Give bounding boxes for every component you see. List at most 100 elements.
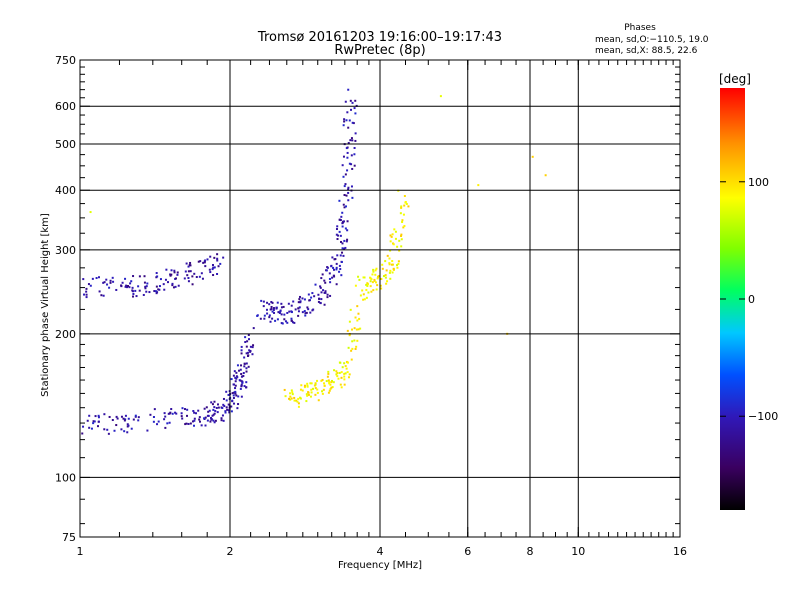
data-point [344, 100, 347, 103]
data-point [335, 268, 338, 271]
data-point [391, 233, 394, 236]
data-point [143, 281, 146, 284]
data-point [276, 318, 279, 321]
data-point [341, 242, 344, 245]
data-point [309, 382, 312, 385]
data-point [370, 290, 373, 293]
data-point [283, 318, 286, 321]
data-point [342, 254, 345, 257]
data-point [164, 426, 167, 429]
data-point [388, 271, 391, 274]
data-point [279, 310, 282, 313]
data-point [345, 147, 348, 150]
data-point [374, 281, 377, 284]
data-point [349, 308, 352, 311]
data-point [343, 362, 346, 365]
data-point [158, 285, 161, 288]
data-point [132, 295, 135, 298]
data-point [224, 411, 227, 414]
x-tick-label: 6 [464, 545, 471, 558]
data-point [388, 262, 391, 265]
data-point [175, 277, 178, 280]
data-point [154, 290, 157, 293]
data-point [187, 270, 190, 273]
data-point [124, 277, 127, 280]
data-point [240, 395, 243, 398]
data-point [191, 420, 194, 423]
data-point [249, 350, 252, 353]
data-point [314, 393, 317, 396]
data-point [87, 283, 90, 286]
data-point [361, 289, 364, 292]
y-tick-label: 300 [55, 244, 76, 257]
data-point [305, 393, 308, 396]
data-point [531, 155, 534, 158]
data-point [307, 393, 310, 396]
data-point [131, 290, 134, 293]
data-point [326, 296, 329, 299]
y-tick-label: 500 [55, 138, 76, 151]
data-point [400, 205, 403, 208]
data-point [155, 272, 158, 275]
data-point [394, 237, 397, 240]
data-point [214, 419, 217, 422]
data-point [330, 386, 333, 389]
data-point [126, 423, 129, 426]
data-point [365, 288, 368, 291]
data-point [242, 374, 245, 377]
data-point [120, 284, 123, 287]
data-point [146, 282, 149, 285]
data-point [362, 293, 365, 296]
data-point [339, 361, 342, 364]
data-point [386, 280, 389, 283]
data-point [365, 283, 368, 286]
data-point [269, 320, 272, 323]
data-point [297, 310, 300, 313]
data-point [270, 307, 273, 310]
data-point [385, 282, 388, 285]
data-point [211, 414, 214, 417]
data-point [128, 286, 131, 289]
data-point [306, 382, 309, 385]
data-point [217, 265, 220, 268]
data-point [371, 281, 374, 284]
data-point [97, 416, 100, 419]
data-point [103, 281, 106, 284]
data-point [362, 276, 365, 279]
data-point [346, 156, 349, 159]
data-point [108, 286, 111, 289]
data-point [155, 285, 158, 288]
data-point [296, 400, 299, 403]
data-point [290, 319, 293, 322]
data-point [303, 298, 306, 301]
data-point [125, 284, 128, 287]
data-point [240, 349, 243, 352]
data-point [340, 386, 343, 389]
data-point [356, 305, 359, 308]
data-point [115, 424, 118, 427]
data-point [102, 281, 105, 284]
data-point [311, 292, 314, 295]
data-point [232, 391, 235, 394]
data-point [351, 139, 354, 142]
data-point [115, 288, 118, 291]
data-point [323, 279, 326, 282]
data-point [235, 375, 238, 378]
data-point [120, 428, 123, 431]
data-point [102, 294, 105, 297]
data-point [221, 407, 224, 410]
data-point [244, 336, 247, 339]
data-point [323, 303, 326, 306]
data-point [330, 265, 333, 268]
data-point [338, 270, 341, 273]
data-point [333, 268, 336, 271]
data-point [398, 239, 401, 242]
data-point [348, 373, 351, 376]
data-point [243, 385, 246, 388]
data-point [321, 273, 324, 276]
data-point [357, 312, 360, 315]
data-point [330, 379, 333, 382]
data-point [347, 88, 350, 91]
data-point [389, 240, 392, 243]
data-point [272, 308, 275, 311]
